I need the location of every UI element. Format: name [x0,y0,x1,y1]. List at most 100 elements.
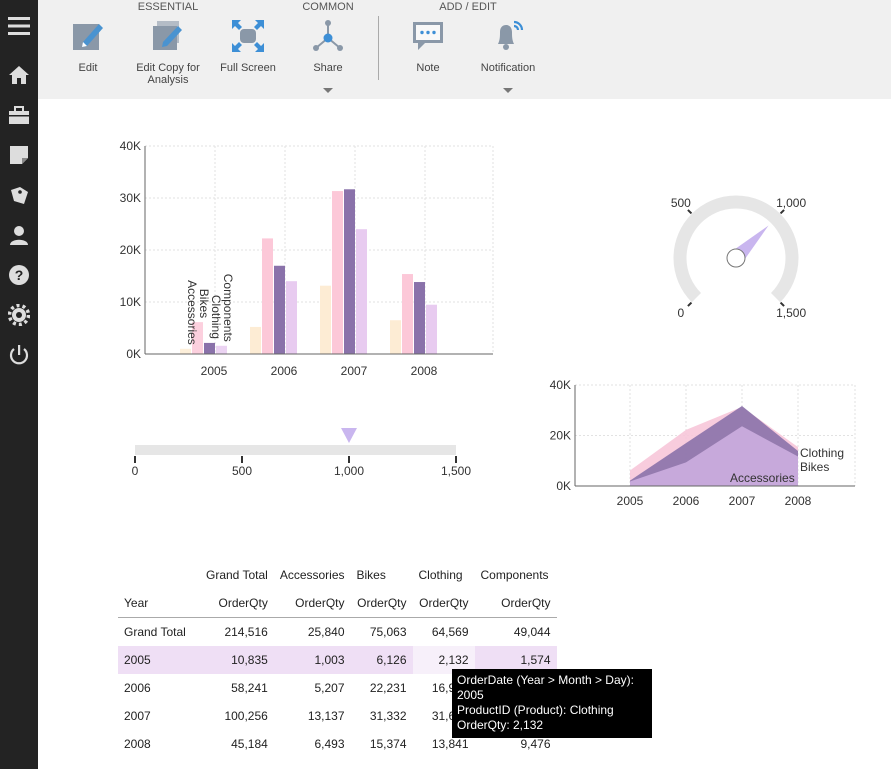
table-cell[interactable]: 6,493 [314,737,345,751]
slider-tick-label: 1,500 [441,464,471,478]
table-cell[interactable]: 100,256 [224,709,268,723]
note-label: Note [416,62,440,74]
tooltip-line: OrderDate (Year > Month > Day): [457,673,634,687]
share-button[interactable]: Share [288,18,368,74]
table-cell[interactable]: 45,184 [231,737,268,751]
slider-handle[interactable] [341,428,357,443]
table-cell[interactable]: 5,207 [314,681,345,695]
y-tick-label: 20K [550,429,571,443]
edit-button[interactable]: Edit [48,18,128,74]
group-label-essential: ESSENTIAL [137,1,199,13]
notification-dropdown-arrow[interactable] [503,88,513,93]
edit-copy-button[interactable]: Edit Copy for Analysis [128,18,208,86]
bar-data-label: Bikes [197,289,211,318]
measure-header[interactable]: OrderQty [218,596,268,610]
bar-bikes [402,274,413,354]
row-label[interactable]: 2007 [124,709,151,723]
bar-data-label: Components [221,274,235,342]
gauge-tick [687,301,693,307]
row-label[interactable]: 2008 [124,737,151,751]
row-header[interactable]: Year [124,596,149,610]
table-cell[interactable]: 75,063 [350,617,413,646]
share-label: Share [313,62,343,74]
y-tick-label: 40K [550,378,571,392]
table-cell[interactable]: 2,132 [412,646,475,674]
notification-label: Notification [480,62,536,74]
briefcase-icon[interactable] [7,103,31,127]
y-tick-label: 10K [120,295,141,309]
table-cell[interactable]: 9,476 [520,737,551,751]
table-cell[interactable]: 214,516 [191,617,274,646]
measure-header[interactable]: OrderQty [295,596,345,610]
table-cell[interactable]: 25,840 [273,617,351,646]
bell-icon [490,18,526,54]
table-cell[interactable]: 10,835 [191,646,274,674]
measure-header[interactable]: OrderQty [419,596,469,610]
table-cell[interactable]: 13,137 [307,709,345,723]
slider-tick-label: 1,000 [334,464,364,478]
bar-data-label: Accessories [185,280,199,345]
note-button[interactable]: Note [388,18,468,74]
table-cell[interactable]: 49,044 [474,617,557,646]
table-cell[interactable]: 64,569 [412,617,475,646]
x-tick-label: 2007 [729,494,756,508]
user-icon[interactable] [7,223,31,247]
note-icon[interactable] [7,143,31,167]
edit-copy-icon [150,18,186,54]
help-icon[interactable]: ? [7,263,31,287]
slider-tick-label: 0 [132,464,139,478]
tag-icon[interactable] [7,183,31,207]
slider[interactable]: 0 500 1,000 1,500 [120,420,480,485]
row-label[interactable]: 2006 [124,681,151,695]
gauge-arc [673,195,799,303]
x-tick-label: 2006 [673,494,700,508]
bar-bikes [332,191,343,354]
full-screen-button[interactable]: Full Screen [208,18,288,74]
bar-components [426,304,437,354]
share-icon [310,18,346,54]
notification-button[interactable]: Notification [468,18,548,74]
table-cell[interactable]: 58,241 [231,681,268,695]
home-icon[interactable] [7,63,31,87]
bar-chart: 0K 10K 20K 30K 40K 2005 2006 2007 2008 Accessorie… [120,139,494,378]
measure-header[interactable]: OrderQty [501,596,551,610]
bar-accessories [320,285,331,354]
table-cell-empty[interactable] [118,561,192,589]
group-label-common: COMMON [302,1,354,13]
table-cell[interactable]: 15,374 [369,737,407,751]
bar-components [356,229,367,354]
column-header[interactable]: Clothing [418,568,463,582]
table-row: Grand Total 214,516 25,840 75,063 64,569 49,0… [118,617,557,646]
table-cell[interactable]: 6,126 [350,646,413,674]
row-label[interactable]: Grand Total [118,617,192,646]
measure-header[interactable]: OrderQty [357,596,407,610]
slider-tick-label: 500 [232,464,252,478]
menu-icon[interactable] [7,14,31,38]
group-label-add-edit: ADD / EDIT [439,1,497,13]
toolbar: ESSENTIAL COMMON ADD / EDIT Edit Edit Co… [38,0,891,99]
table-cell[interactable]: 31,332 [369,709,407,723]
share-dropdown-arrow[interactable] [323,88,333,93]
table-cell[interactable]: 1,003 [273,646,351,674]
x-tick-label: 2006 [271,364,298,378]
column-header[interactable]: Grand Total [206,568,268,582]
slider-track [135,445,456,455]
row-label[interactable]: 2005 [118,646,192,674]
power-icon[interactable] [7,343,31,367]
gauge-tick-label: 0 [678,306,685,320]
x-tick-label: 2005 [201,364,228,378]
bar-bikes [192,322,203,354]
full-screen-icon [230,18,266,54]
y-tick-label: 0K [126,347,141,361]
bar-accessories [390,320,401,354]
column-header[interactable]: Components [480,568,549,582]
column-header[interactable]: Bikes [356,568,386,582]
table-row: Year OrderQty OrderQty OrderQty OrderQty Orde… [118,589,557,618]
area-label: Clothing [800,446,844,460]
gear-icon[interactable] [7,303,31,327]
table-cell[interactable]: 22,231 [369,681,407,695]
gauge-chart: 0 500 1,000 1,500 [671,195,806,320]
column-header[interactable]: Accessories [279,568,345,582]
table-cell[interactable]: 13,841 [431,737,469,751]
